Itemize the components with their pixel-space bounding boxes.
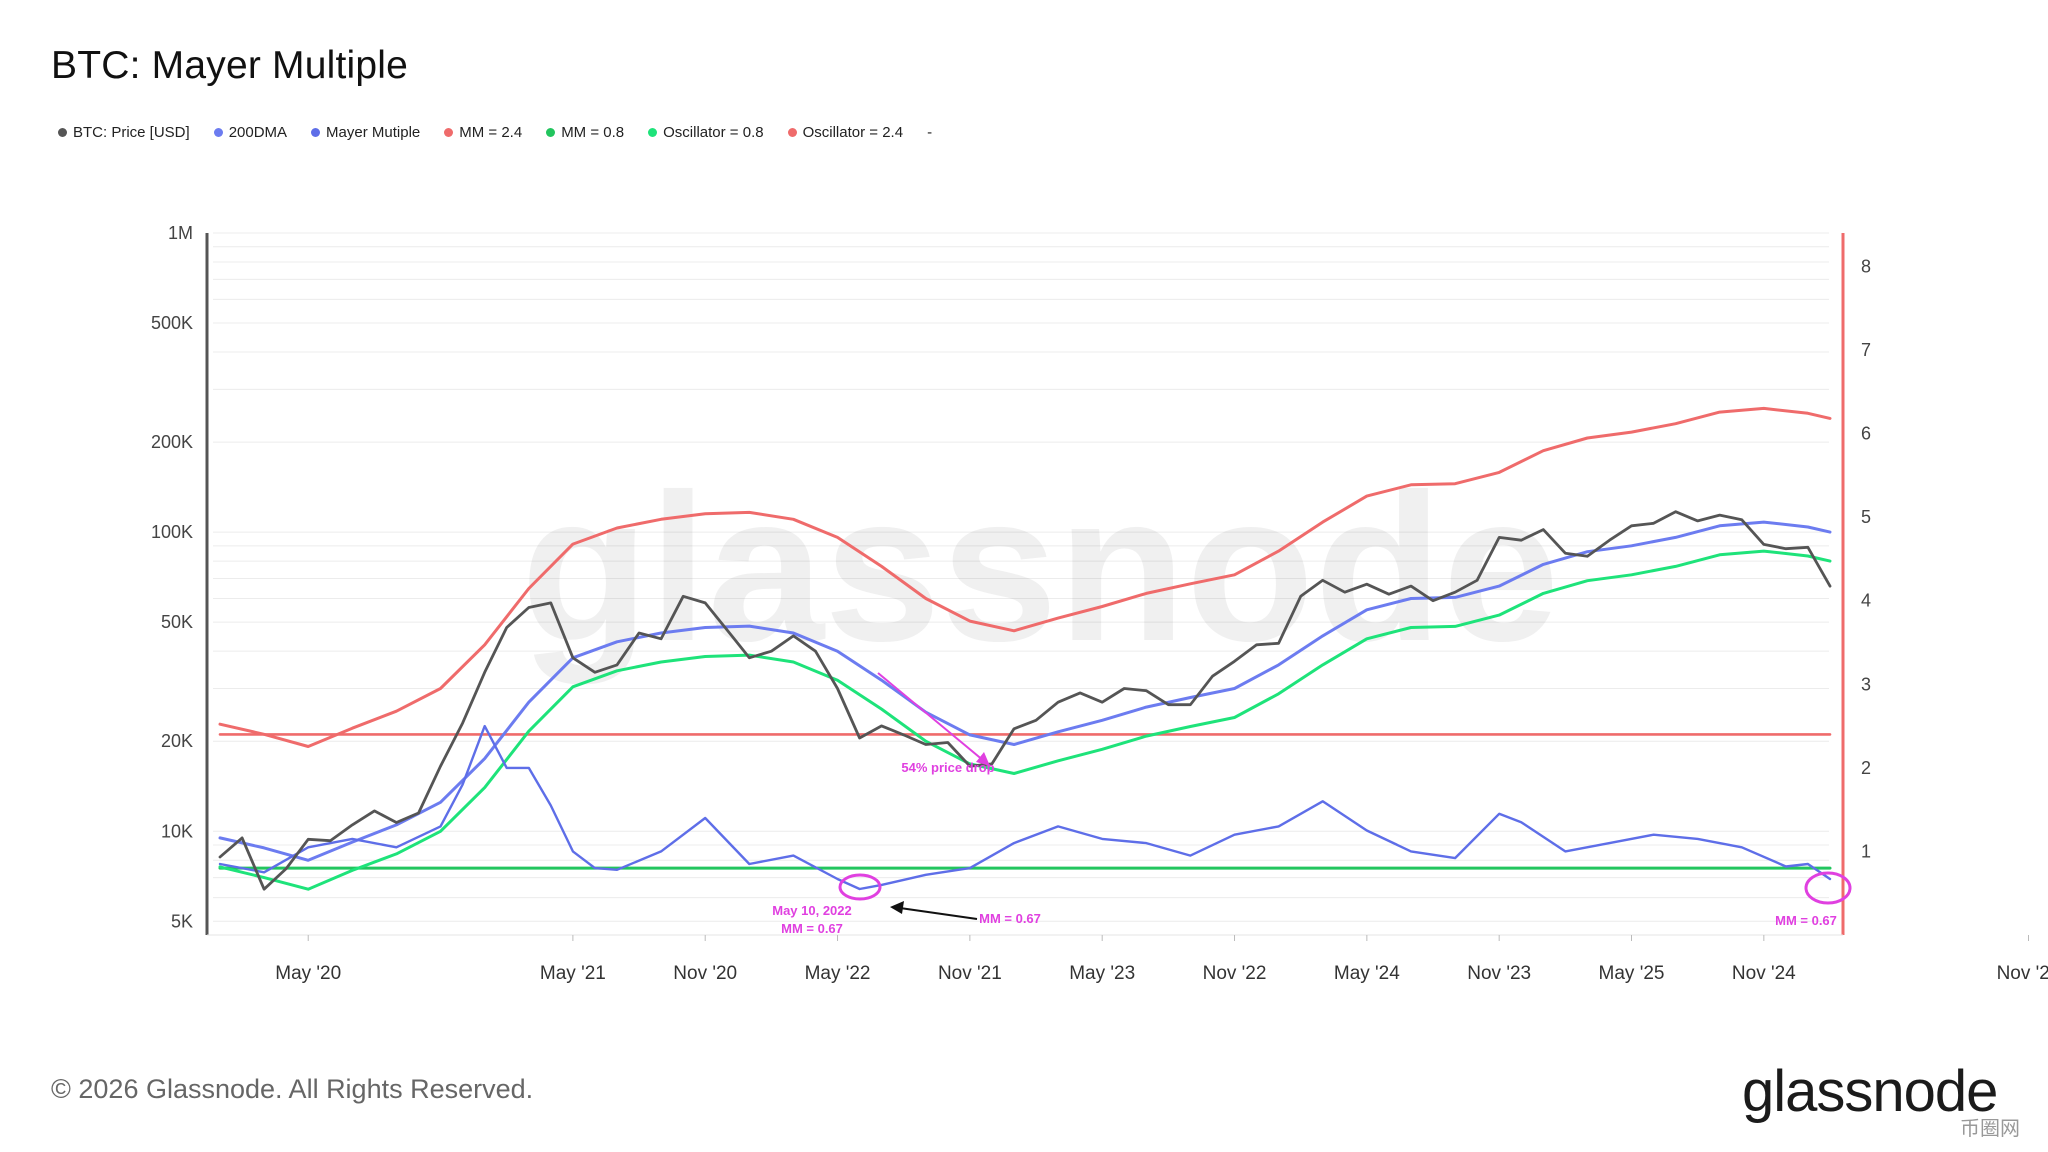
legend-label: Oscillator = 0.8: [663, 124, 764, 141]
left-tick-label: 1M: [168, 223, 193, 243]
legend-label: BTC: Price [USD]: [73, 124, 190, 141]
right-tick-label: 6: [1861, 424, 1871, 444]
left-tick-label: 20K: [161, 731, 193, 751]
x-tick-label: Nov '23: [1467, 963, 1531, 984]
x-tick-label: Nov '21: [938, 963, 1002, 984]
price-drop-arrow: [877, 672, 991, 767]
right-tick-label: 3: [1861, 674, 1871, 694]
legend-dot-icon: [444, 128, 454, 137]
x-tick-label: Nov '22: [1203, 963, 1267, 984]
legend-label: MM = 0.8: [561, 124, 625, 141]
highlight-circle: [1804, 871, 1852, 905]
legend-item[interactable]: MM = 0.8: [546, 124, 624, 141]
legend-item[interactable]: Mayer Mutiple: [311, 124, 420, 141]
x-tick-label: May '20: [275, 963, 341, 984]
left-tick-label: 50K: [161, 612, 193, 632]
left-tick-label: 10K: [161, 821, 193, 841]
legend-item[interactable]: Oscillator = 0.8: [648, 124, 764, 141]
low-arrow: [899, 907, 978, 920]
axes: 5K 10K 20K 50K 100K 200K 500K 1M 1 2 3 4 5 6 7 8 May '20…: [151, 223, 2048, 984]
annotation-label: 54% price drop: [901, 760, 994, 775]
legend-item[interactable]: -: [927, 124, 932, 141]
annotation-label: MM = 0.67: [1775, 913, 1837, 928]
right-tick-label: 8: [1861, 256, 1871, 276]
x-tick-label: Nov '25: [1997, 963, 2048, 984]
watermark: glassnode: [521, 450, 1560, 685]
annotation-label: MM = 0.67: [781, 921, 843, 936]
annotation-label: MM = 0.67: [979, 911, 1041, 926]
price-drop-arrowhead: [976, 752, 990, 766]
legend-item[interactable]: BTC: Price [USD]: [58, 124, 190, 141]
legend-dot-icon: [546, 128, 556, 137]
legend-dot-icon: [787, 128, 797, 137]
right-tick-label: 2: [1861, 758, 1871, 778]
series-line-oscillator-2-4: [218, 406, 1832, 748]
glassnode-logo: glassnode: [1742, 1059, 1998, 1124]
grid: [213, 232, 1829, 922]
x-tick-label: May '21: [540, 963, 606, 984]
series-layer: [218, 406, 1832, 891]
chart: glassnode 5K10K20K50K100K200K500K1M12345…: [151, 223, 2048, 984]
legend-label: Oscillator = 2.4: [802, 124, 904, 141]
x-tick-label: May '22: [805, 963, 871, 984]
series-line-mayer-mutiple: [218, 724, 1832, 891]
legend-item[interactable]: 200DMA: [213, 124, 288, 141]
legend-dot-icon: [311, 128, 321, 137]
series-line-oscillator-0-8: [218, 549, 1832, 891]
x-tick-label: Nov '20: [673, 963, 737, 984]
left-tick-label: 200K: [151, 432, 193, 452]
annotation-label: May 10, 2022: [772, 903, 852, 918]
page-title: BTC: Mayer Multiple: [51, 44, 409, 87]
chart-legend: BTC: Price [USD] 200DMA Mayer Mutiple MM = …: [58, 124, 956, 141]
right-tick-label: 1: [1861, 841, 1871, 861]
legend-label: 200DMA: [228, 124, 288, 141]
legend-item[interactable]: Oscillator = 2.4: [787, 124, 904, 141]
x-tick-label: Nov '24: [1732, 963, 1796, 984]
right-tick-label: 5: [1861, 507, 1871, 527]
low-arrowhead: [890, 901, 904, 914]
x-tick-label: May '24: [1334, 963, 1400, 984]
legend-label: MM = 2.4: [459, 124, 523, 141]
series-line-btc-price-usd-: [218, 510, 1832, 891]
legend-dot-icon: [58, 128, 67, 137]
site-watermark: 币圈网: [1960, 1118, 2020, 1140]
left-tick-label: 500K: [151, 313, 193, 333]
series-line-200dma: [218, 520, 1832, 862]
legend-label: Mayer Mutiple: [326, 124, 421, 141]
right-tick-label: 7: [1861, 340, 1871, 360]
legend-item[interactable]: MM = 2.4: [444, 124, 522, 141]
legend-dot-icon: [648, 128, 658, 137]
x-tick-label: May '25: [1599, 963, 1665, 984]
left-tick-label: 100K: [151, 522, 193, 542]
legend-label: -: [927, 124, 933, 141]
copyright-footer: © 2026 Glassnode. All Rights Reserved.: [51, 1074, 534, 1104]
highlight-circle: [838, 873, 882, 901]
right-tick-label: 4: [1861, 591, 1871, 611]
legend-dot-icon: [213, 128, 223, 137]
annotation-layer: 54% price drop May 10, 2022 MM = 0.67 MM = …: [772, 672, 1852, 936]
left-tick-label: 5K: [171, 911, 193, 931]
x-tick-label: May '23: [1069, 963, 1135, 984]
